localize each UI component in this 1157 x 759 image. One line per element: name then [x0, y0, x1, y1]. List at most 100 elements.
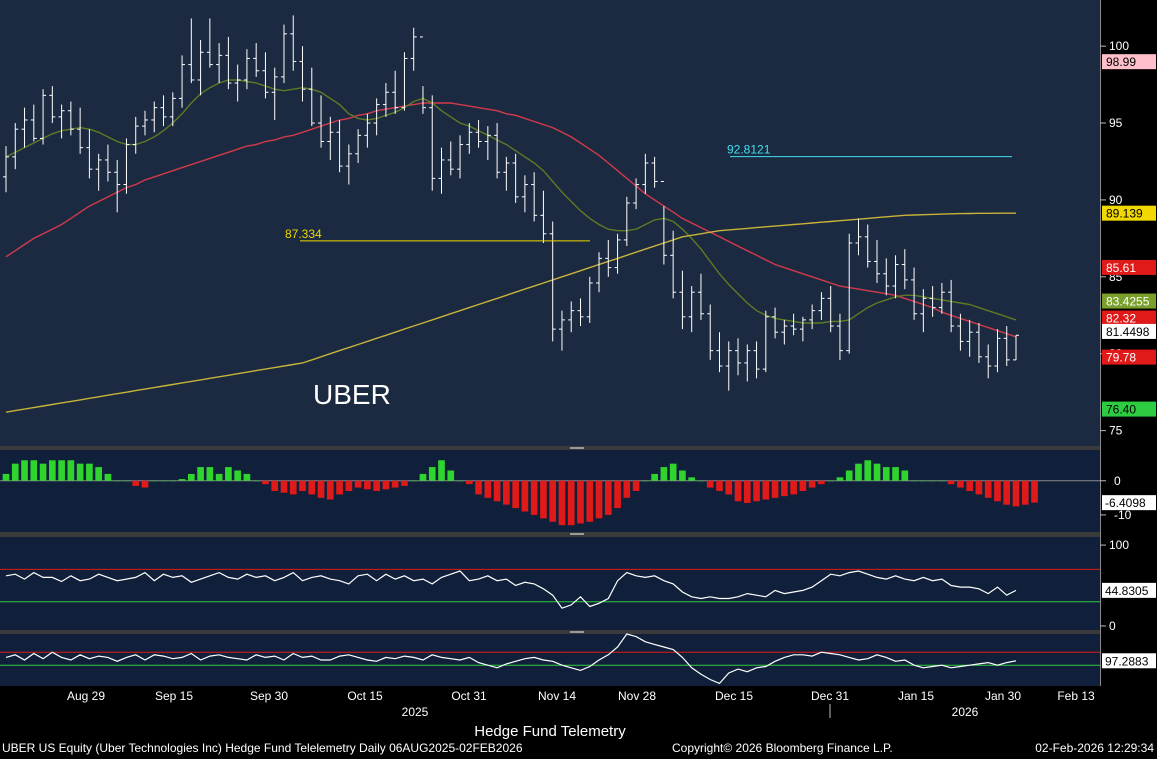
histogram-bar	[808, 480, 816, 488]
histogram-bar	[1012, 480, 1020, 507]
histogram-bar	[623, 480, 631, 498]
histogram-bar	[716, 480, 723, 491]
histogram-bar	[706, 480, 714, 488]
histogram-bar	[799, 480, 807, 491]
y-tick-label: 0	[1109, 619, 1116, 633]
histogram-bar	[48, 460, 56, 481]
histogram-bar	[345, 480, 353, 491]
histogram-bar	[465, 480, 473, 485]
histogram-bar	[1021, 480, 1029, 505]
y-tick-label: -10	[1114, 508, 1132, 522]
price-panel	[0, 0, 1100, 446]
histogram-bar	[540, 480, 547, 519]
histogram-bar	[484, 480, 492, 498]
histogram-bar	[855, 463, 862, 481]
histogram-bar	[549, 480, 557, 522]
histogram-bar	[104, 473, 112, 481]
x-tick-label: Sep 15	[155, 689, 193, 703]
histogram-bar	[187, 473, 195, 481]
histogram-bar	[503, 480, 510, 505]
histogram-bar	[1031, 480, 1038, 503]
histogram-bar	[252, 480, 260, 482]
price-tag	[1102, 323, 1156, 339]
histogram-bar	[753, 480, 760, 502]
price-tag-label: 81.4498	[1106, 325, 1150, 339]
histogram-bar	[132, 480, 140, 486]
histogram-bar	[391, 480, 399, 488]
price-tag	[1102, 259, 1156, 275]
panel-resize-handle	[570, 533, 584, 535]
histogram-bar	[299, 480, 306, 491]
histogram-bar	[651, 473, 658, 481]
histogram-bar	[382, 480, 390, 490]
histogram-bar	[577, 480, 584, 524]
price-tag	[1102, 495, 1156, 511]
chart-title: UBER	[313, 379, 391, 410]
histogram-bar	[743, 480, 751, 503]
histogram-bar	[818, 480, 825, 485]
histogram-bar	[669, 463, 677, 481]
histogram-bar	[567, 480, 575, 526]
histogram-bar	[141, 480, 149, 488]
histogram-bar	[892, 467, 899, 481]
histogram-bar	[447, 470, 455, 481]
histogram-bar	[30, 460, 38, 481]
price-tag	[1102, 54, 1156, 70]
panel-resize-handle	[570, 631, 584, 633]
oscillator-1-panel	[0, 537, 1100, 630]
x-tick-label: Oct 31	[451, 689, 487, 703]
x-tick-label: Jan 30	[985, 689, 1021, 703]
histogram-bar	[438, 460, 445, 481]
oscillator-2-panel	[0, 634, 1100, 686]
moving-average-green	[5, 79, 1017, 324]
histogram-bar	[160, 480, 167, 482]
price-tag-label: 89.139	[1106, 207, 1143, 221]
histogram-bar	[679, 470, 686, 481]
price-tag-label: 44.8305	[1105, 584, 1149, 598]
histogram-bar	[262, 480, 269, 485]
histogram-bar	[169, 480, 177, 482]
x-tick-label: Nov 28	[618, 689, 656, 703]
histogram-bar	[2, 473, 10, 481]
histogram-bar	[67, 460, 75, 481]
price-tag-label: 76.40	[1106, 403, 1136, 417]
histogram-bar	[975, 480, 983, 495]
histogram-bar	[197, 467, 204, 481]
price-tag-label: -6.4098	[1105, 496, 1146, 510]
price-tag-label: 79.78	[1106, 351, 1136, 365]
price-tag-label: 85.61	[1106, 261, 1136, 275]
histogram-bar	[243, 473, 251, 481]
histogram-bar	[289, 480, 297, 495]
histogram-bar	[354, 480, 362, 488]
level-annotation-label: 87.334	[285, 227, 322, 241]
x-tick-label: Dec 31	[811, 689, 849, 703]
histogram-bar	[595, 480, 603, 519]
panel-separator	[0, 532, 1100, 537]
histogram-bar	[734, 480, 742, 502]
price-tag-label: 97.2883	[1105, 654, 1149, 668]
panel-title: Hedge Fund Telemetry	[474, 723, 626, 740]
oscillator-marks	[0, 568, 1100, 685]
price-tag-label: 82.32	[1106, 312, 1136, 326]
histogram-bar	[419, 473, 427, 481]
x-tick-label: Sep 30	[250, 689, 288, 703]
histogram-bar	[512, 480, 519, 509]
histogram-bar	[308, 480, 316, 495]
level-annotation-label: 92.8121	[727, 143, 771, 157]
footer-security-description: UBER US Equity (Uber Technologies Inc) H…	[2, 741, 523, 755]
histogram-bar	[475, 480, 482, 495]
histogram-bar	[95, 467, 102, 481]
histogram-bar	[947, 480, 955, 485]
price-tag	[1102, 401, 1156, 417]
histogram-bar	[206, 467, 214, 481]
histogram-bar	[920, 480, 927, 482]
histogram-bar	[604, 480, 612, 515]
histogram-bar	[790, 480, 797, 495]
x-tick-label: Dec 15	[715, 689, 753, 703]
histogram-bar	[697, 480, 705, 482]
histogram-bar	[373, 480, 380, 491]
histogram-bar	[864, 460, 872, 481]
price-marks: 87.334 92.8121	[3, 15, 1019, 413]
histogram-bar	[586, 480, 594, 522]
